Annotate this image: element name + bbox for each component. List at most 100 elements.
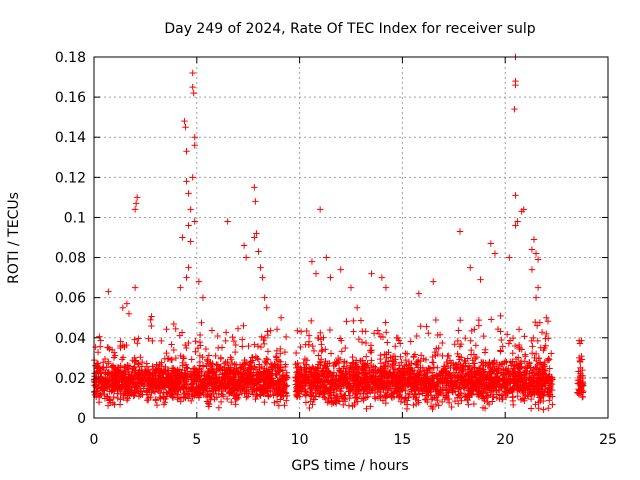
scatter-point xyxy=(145,366,152,374)
scatter-point xyxy=(574,380,582,387)
scatter-point xyxy=(151,373,159,380)
scatter-point xyxy=(95,399,103,406)
scatter-point xyxy=(525,386,533,393)
scatter-point xyxy=(468,346,475,354)
scatter-point-sulp xyxy=(415,290,423,297)
scatter-point xyxy=(220,384,227,392)
scatter-point xyxy=(421,395,429,403)
scatter-point xyxy=(134,360,142,367)
scatter-point xyxy=(235,377,243,385)
scatter-point xyxy=(239,363,246,370)
scatter-point xyxy=(305,341,312,348)
scatter-point xyxy=(358,338,366,346)
scatter-point-sulp xyxy=(185,190,192,197)
scatter-point xyxy=(248,366,255,373)
scatter-point xyxy=(280,375,287,382)
scatter-point xyxy=(439,339,446,347)
scatter-point xyxy=(445,370,452,378)
scatter-point xyxy=(544,318,552,325)
scatter-point xyxy=(157,367,164,375)
scatter-point-sulp xyxy=(378,274,386,281)
scatter-point xyxy=(454,350,461,358)
scatter-point xyxy=(350,359,357,366)
scatter-point xyxy=(194,371,201,379)
scatter-point xyxy=(367,361,375,369)
scatter-point xyxy=(511,342,519,350)
scatter-point xyxy=(443,358,451,366)
scatter-point xyxy=(250,385,257,392)
scatter-point xyxy=(96,389,104,397)
scatter-point xyxy=(576,376,583,384)
scatter-point xyxy=(435,344,442,352)
scatter-point xyxy=(300,359,307,367)
scatter-point xyxy=(549,401,556,408)
scatter-point-sulp xyxy=(199,294,207,301)
scatter-point xyxy=(530,391,538,399)
scatter-point xyxy=(382,319,389,326)
scatter-point xyxy=(503,331,511,338)
scatter-point xyxy=(217,383,225,390)
scatter-point xyxy=(338,348,345,355)
scatter-point xyxy=(389,352,397,360)
scatter-point xyxy=(300,386,308,393)
scatter-point xyxy=(457,390,465,397)
scatter-point xyxy=(473,353,480,361)
scatter-point xyxy=(264,331,272,339)
scatter-point xyxy=(384,387,391,394)
scatter-point xyxy=(203,372,210,380)
scatter-point xyxy=(381,393,389,400)
scatter-point xyxy=(370,363,378,370)
scatter-point xyxy=(152,397,159,404)
scatter-point xyxy=(472,342,480,349)
scatter-point xyxy=(511,368,518,375)
scatter-point xyxy=(209,374,217,382)
scatter-point xyxy=(396,393,403,400)
scatter-point xyxy=(281,402,288,409)
scatter-point xyxy=(448,403,455,411)
scatter-point xyxy=(456,383,464,391)
scatter-point xyxy=(536,378,543,385)
scatter-point xyxy=(499,365,507,373)
scatter-point xyxy=(277,396,284,403)
scatter-point xyxy=(531,372,538,379)
scatter-point xyxy=(139,391,146,398)
scatter-point xyxy=(368,366,376,373)
scatter-point xyxy=(429,353,436,361)
scatter-point xyxy=(145,380,153,387)
scatter-point xyxy=(420,373,427,381)
scatter-point-sulp xyxy=(189,83,196,91)
scatter-point xyxy=(316,376,323,383)
scatter-point xyxy=(352,391,359,398)
scatter-point xyxy=(106,345,113,353)
scatter-point xyxy=(340,364,347,372)
scatter-point xyxy=(460,367,467,375)
scatter-point xyxy=(398,386,406,394)
scatter-point-sulp xyxy=(368,270,375,277)
scatter-point xyxy=(458,354,465,361)
scatter-point xyxy=(215,365,223,372)
scatter-point xyxy=(374,383,382,390)
scatter-point xyxy=(515,363,523,370)
scatter-point-sulp xyxy=(382,284,390,291)
scatter-point xyxy=(267,366,275,373)
scatter-point xyxy=(245,342,252,350)
scatter-point xyxy=(475,322,483,329)
scatter-point xyxy=(528,350,536,357)
scatter-point xyxy=(215,390,222,397)
scatter-point xyxy=(325,395,332,402)
scatter-point xyxy=(407,370,414,378)
scatter-point-sulp xyxy=(195,278,203,285)
scatter-point xyxy=(406,364,414,371)
scatter-point xyxy=(447,377,454,384)
scatter-point xyxy=(528,337,535,345)
scatter-point xyxy=(273,371,281,379)
scatter-point xyxy=(367,403,374,410)
scatter-point xyxy=(533,382,540,389)
scatter-point xyxy=(367,342,375,349)
scatter-point xyxy=(233,395,241,403)
scatter-point xyxy=(364,381,372,389)
scatter-point xyxy=(333,392,340,400)
scatter-point xyxy=(121,343,128,351)
scatter-point xyxy=(328,394,335,401)
